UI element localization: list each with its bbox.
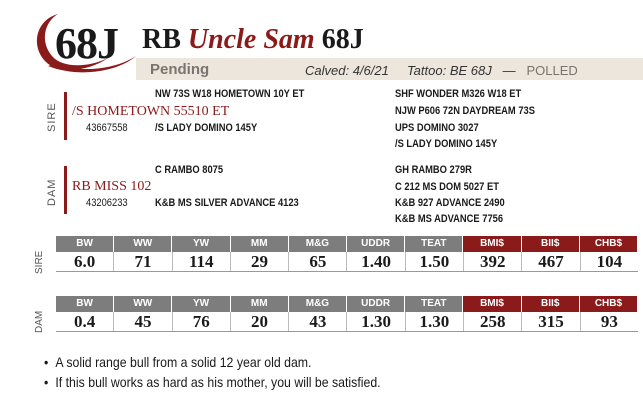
lot-number: 68J: [55, 19, 119, 68]
sire-accent-bar: [64, 92, 67, 140]
animal-title: RB Uncle Sam 68J: [142, 24, 364, 56]
sire-name: /S HOMETOWN 55510 ET: [72, 104, 230, 119]
epd-value: 1.30: [347, 312, 406, 331]
epd-value: 29: [231, 252, 290, 271]
epd-value: 76: [173, 312, 231, 331]
epd-value: 6.0: [56, 252, 115, 271]
dam-epd-table: BW WW YW MM M&G UDDR TEAT BMI$ BII$ CHB$…: [56, 296, 639, 332]
epd-value: 258: [464, 312, 523, 331]
epd-col-header: UDDR: [347, 296, 406, 312]
epd-value: 20: [231, 312, 290, 331]
epd-col-header: MM: [230, 236, 289, 252]
sire-reg: 43667558: [86, 122, 128, 134]
epd-col-header: BMI$: [463, 296, 522, 312]
epd-col-header: M&G: [288, 296, 348, 312]
epd-col-header: TEAT: [405, 296, 464, 312]
dam-epd-label: DAM: [34, 310, 45, 333]
epd-value-row: 6.0 71 114 29 65 1.40 1.50 392 467 104: [56, 252, 638, 272]
note-item: If this bull works as hard as his mother…: [44, 374, 381, 390]
animal-meta: Calved: 4/6/21 Tattoo: BE 68J — POLLED: [305, 63, 578, 78]
note-item: A solid range bull from a solid 12 year …: [44, 354, 381, 370]
sale-notes: A solid range bull from a solid 12 year …: [44, 354, 427, 394]
epd-value: 45: [114, 312, 173, 331]
brand-swoosh-icon: [36, 14, 136, 73]
polled-status: POLLED: [526, 63, 578, 78]
epd-header-row: BW WW YW MM M&G UDDR TEAT BMI$ BII$ CHB$: [56, 236, 639, 252]
epd-value: 1.30: [406, 312, 465, 331]
dam-name: RB MISS 102: [72, 179, 152, 194]
epd-value: 104: [596, 252, 623, 271]
sire-epd-table: BW WW YW MM M&G UDDR TEAT BMI$ BII$ CHB$…: [56, 236, 639, 272]
epd-value: 315: [522, 312, 581, 331]
epd-value: 65: [289, 252, 348, 271]
dam-reg: 43206233: [86, 197, 128, 209]
epd-col-header: MM: [230, 296, 289, 312]
epd-col-header: YW: [172, 236, 231, 252]
sire-far-1: SHF WONDER M326 W18 ET: [395, 88, 522, 100]
dam-far-4: K&B MS ADVANCE 7756: [395, 213, 504, 225]
dam-dam: K&B MS SILVER ADVANCE 4123: [155, 197, 299, 209]
epd-value: 1.50: [406, 252, 465, 271]
sire-pedigree-label: SIRE: [46, 102, 58, 132]
dam-accent-bar: [64, 166, 67, 214]
epd-col-header: M&G: [288, 236, 348, 252]
epd-col-header: CHB$: [579, 296, 639, 312]
epd-col-header: BII$: [521, 296, 580, 312]
tattoo: Tattoo: BE 68J: [406, 63, 492, 78]
title-name: Uncle Sam: [187, 24, 315, 55]
epd-value: 0.4: [56, 312, 115, 331]
title-tag: 68J: [321, 24, 364, 55]
dam-far-1: GH RAMBO 279R: [395, 164, 472, 176]
sire-far-4: /S LADY DOMINO 145Y: [395, 138, 498, 150]
epd-col-header: TEAT: [405, 236, 464, 252]
epd-value: 467: [522, 252, 581, 271]
epd-col-header: CHB$: [579, 236, 639, 252]
epd-col-header: UDDR: [347, 236, 406, 252]
dam-pedigree-label: DAM: [46, 178, 58, 206]
epd-value: 93: [600, 312, 618, 331]
epd-value: 392: [464, 252, 523, 271]
dam-sire: C RAMBO 8075: [155, 164, 224, 176]
dam-far-2: C 212 MS DOM 5027 ET: [395, 181, 499, 193]
epd-header-row: BW WW YW MM M&G UDDR TEAT BMI$ BII$ CHB$: [56, 296, 639, 312]
status-pending: Pending: [150, 61, 210, 78]
sire-far-3: UPS DOMINO 3027: [395, 122, 479, 134]
dam-far-3: K&B 927 ADVANCE 2490: [395, 197, 505, 209]
status-bar: [136, 58, 643, 80]
epd-col-header: WW: [114, 236, 173, 252]
epd-col-header: BW: [56, 296, 115, 312]
epd-value: 43: [289, 312, 348, 331]
sire-far-2: NJW P606 72N DAYDREAM 73S: [395, 105, 535, 117]
sire-dam: /S LADY DOMINO 145Y: [155, 122, 258, 134]
epd-col-header: BII$: [521, 236, 580, 252]
sire-sire: NW 73S W18 HOMETOWN 10Y ET: [155, 88, 305, 100]
epd-col-header: BMI$: [463, 236, 522, 252]
epd-value: 114: [173, 252, 231, 271]
calved-date: Calved: 4/6/21: [305, 63, 389, 78]
meta-dash: —: [502, 63, 516, 78]
epd-col-header: WW: [114, 296, 173, 312]
epd-col-header: YW: [172, 296, 231, 312]
epd-col-header: BW: [56, 236, 115, 252]
epd-value-row: 0.4 45 76 20 43 1.30 1.30 258 315 93: [56, 312, 638, 332]
sire-epd-label: SIRE: [34, 250, 45, 274]
epd-value: 1.40: [347, 252, 406, 271]
epd-value: 71: [114, 252, 173, 271]
title-prefix: RB: [142, 24, 181, 55]
